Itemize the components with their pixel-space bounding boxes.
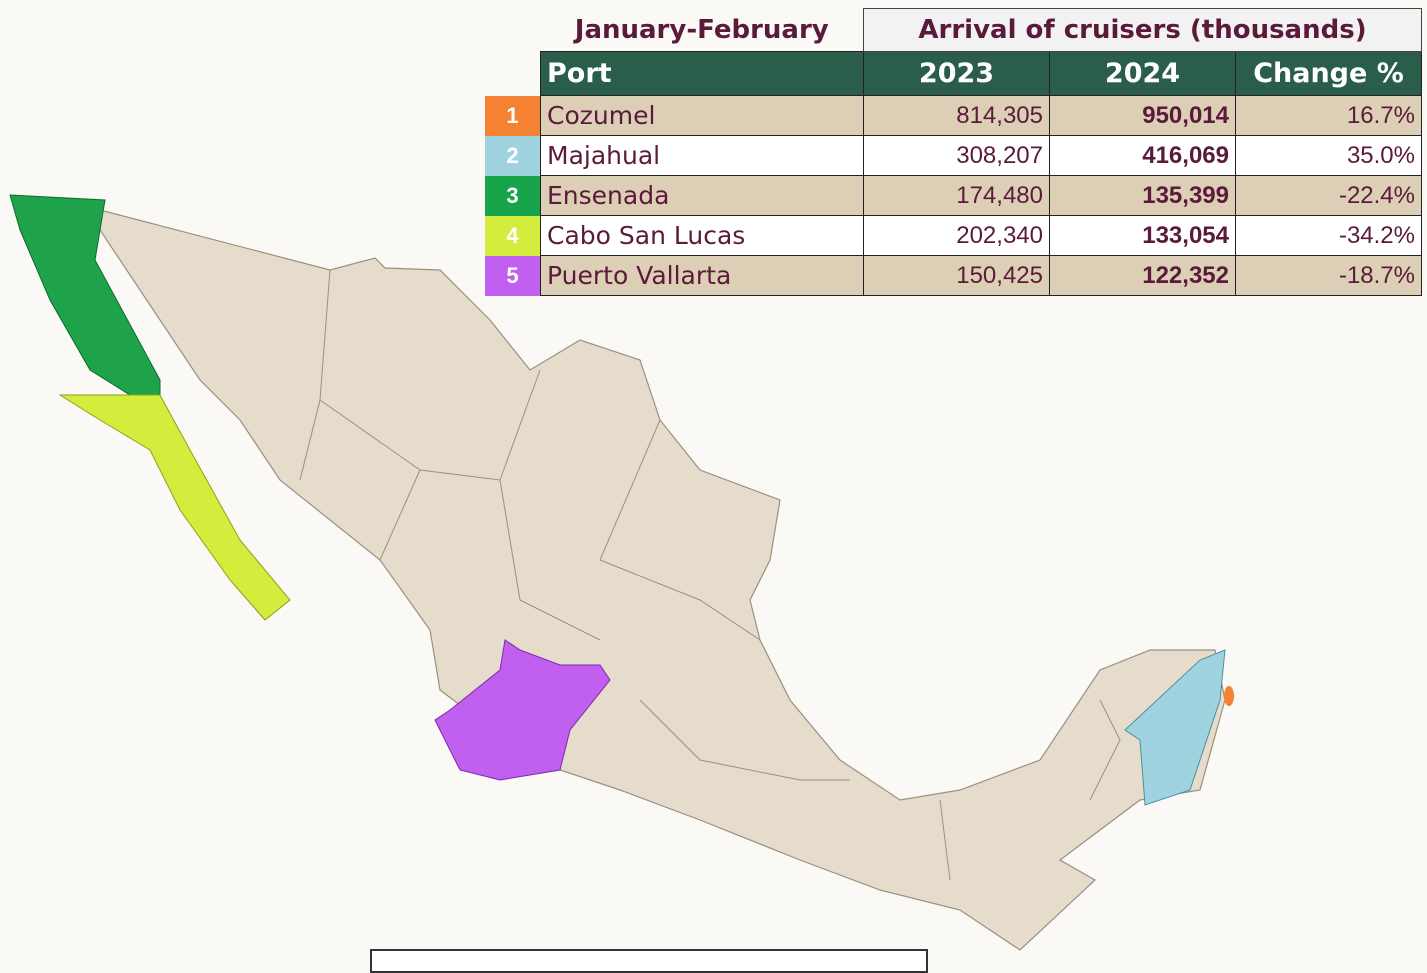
table-row: 5 Puerto Vallarta 150,425 122,352 -18.7% [485, 255, 1422, 296]
value-2023: 308,207 [863, 135, 1050, 176]
col: 2024 [1049, 51, 1236, 96]
cruise-table: January-February Arrival of cruisers (th… [485, 8, 1422, 296]
port-name: Ensenada [540, 175, 864, 216]
change: -34.2% [1235, 215, 1422, 256]
cabo-region [58, 394, 291, 621]
value-2023: 814,305 [863, 95, 1050, 136]
rank: 3 [485, 175, 541, 216]
change: -18.7% [1235, 255, 1422, 296]
rank: 1 [485, 95, 541, 136]
empty [485, 52, 541, 96]
vallarta-region [434, 639, 611, 781]
col: 2023 [863, 51, 1050, 96]
col: Port [540, 51, 864, 96]
value-2024: 122,352 [1049, 255, 1236, 296]
value-2024: 133,054 [1049, 215, 1236, 256]
header-row: January-February Arrival of cruisers (th… [485, 8, 1422, 52]
col: Change % [1235, 51, 1422, 96]
port-name: Puerto Vallarta [540, 255, 864, 296]
empty [485, 9, 541, 52]
period: January-February [574, 14, 829, 45]
column-row: Port 2023 2024 Change % [485, 51, 1422, 96]
cozumel-region [1224, 686, 1234, 706]
rank: 5 [485, 255, 541, 296]
change: 35.0% [1235, 135, 1422, 176]
port-name: Majahual [540, 135, 864, 176]
table-row: 2 Majahual 308,207 416,069 35.0% [485, 135, 1422, 176]
change: -22.4% [1235, 175, 1422, 216]
value-2023: 174,480 [863, 175, 1050, 216]
table-row: 1 Cozumel 814,305 950,014 16.7% [485, 95, 1422, 136]
value-2024: 950,014 [1049, 95, 1236, 136]
change: 16.7% [1235, 95, 1422, 136]
table-row: 3 Ensenada 174,480 135,399 -22.4% [485, 175, 1422, 216]
table-body: 1 Cozumel 814,305 950,014 16.7% 2 Majahual 308,… [485, 95, 1422, 296]
footer-box [370, 949, 928, 973]
port-name: Cabo San Lucas [540, 215, 864, 256]
port-name: Cozumel [540, 95, 864, 136]
value-2024: 135,399 [1049, 175, 1236, 216]
rank: 2 [485, 135, 541, 176]
rank: 4 [485, 215, 541, 256]
value-2023: 150,425 [863, 255, 1050, 296]
value-2023: 202,340 [863, 215, 1050, 256]
value-2024: 416,069 [1049, 135, 1236, 176]
state-borders [299, 269, 1121, 881]
table-row: 4 Cabo San Lucas 202,340 133,054 -34.2% [485, 215, 1422, 256]
majahual-region [1124, 649, 1226, 806]
group-header: Arrival of cruisers (thousands) [863, 8, 1422, 52]
